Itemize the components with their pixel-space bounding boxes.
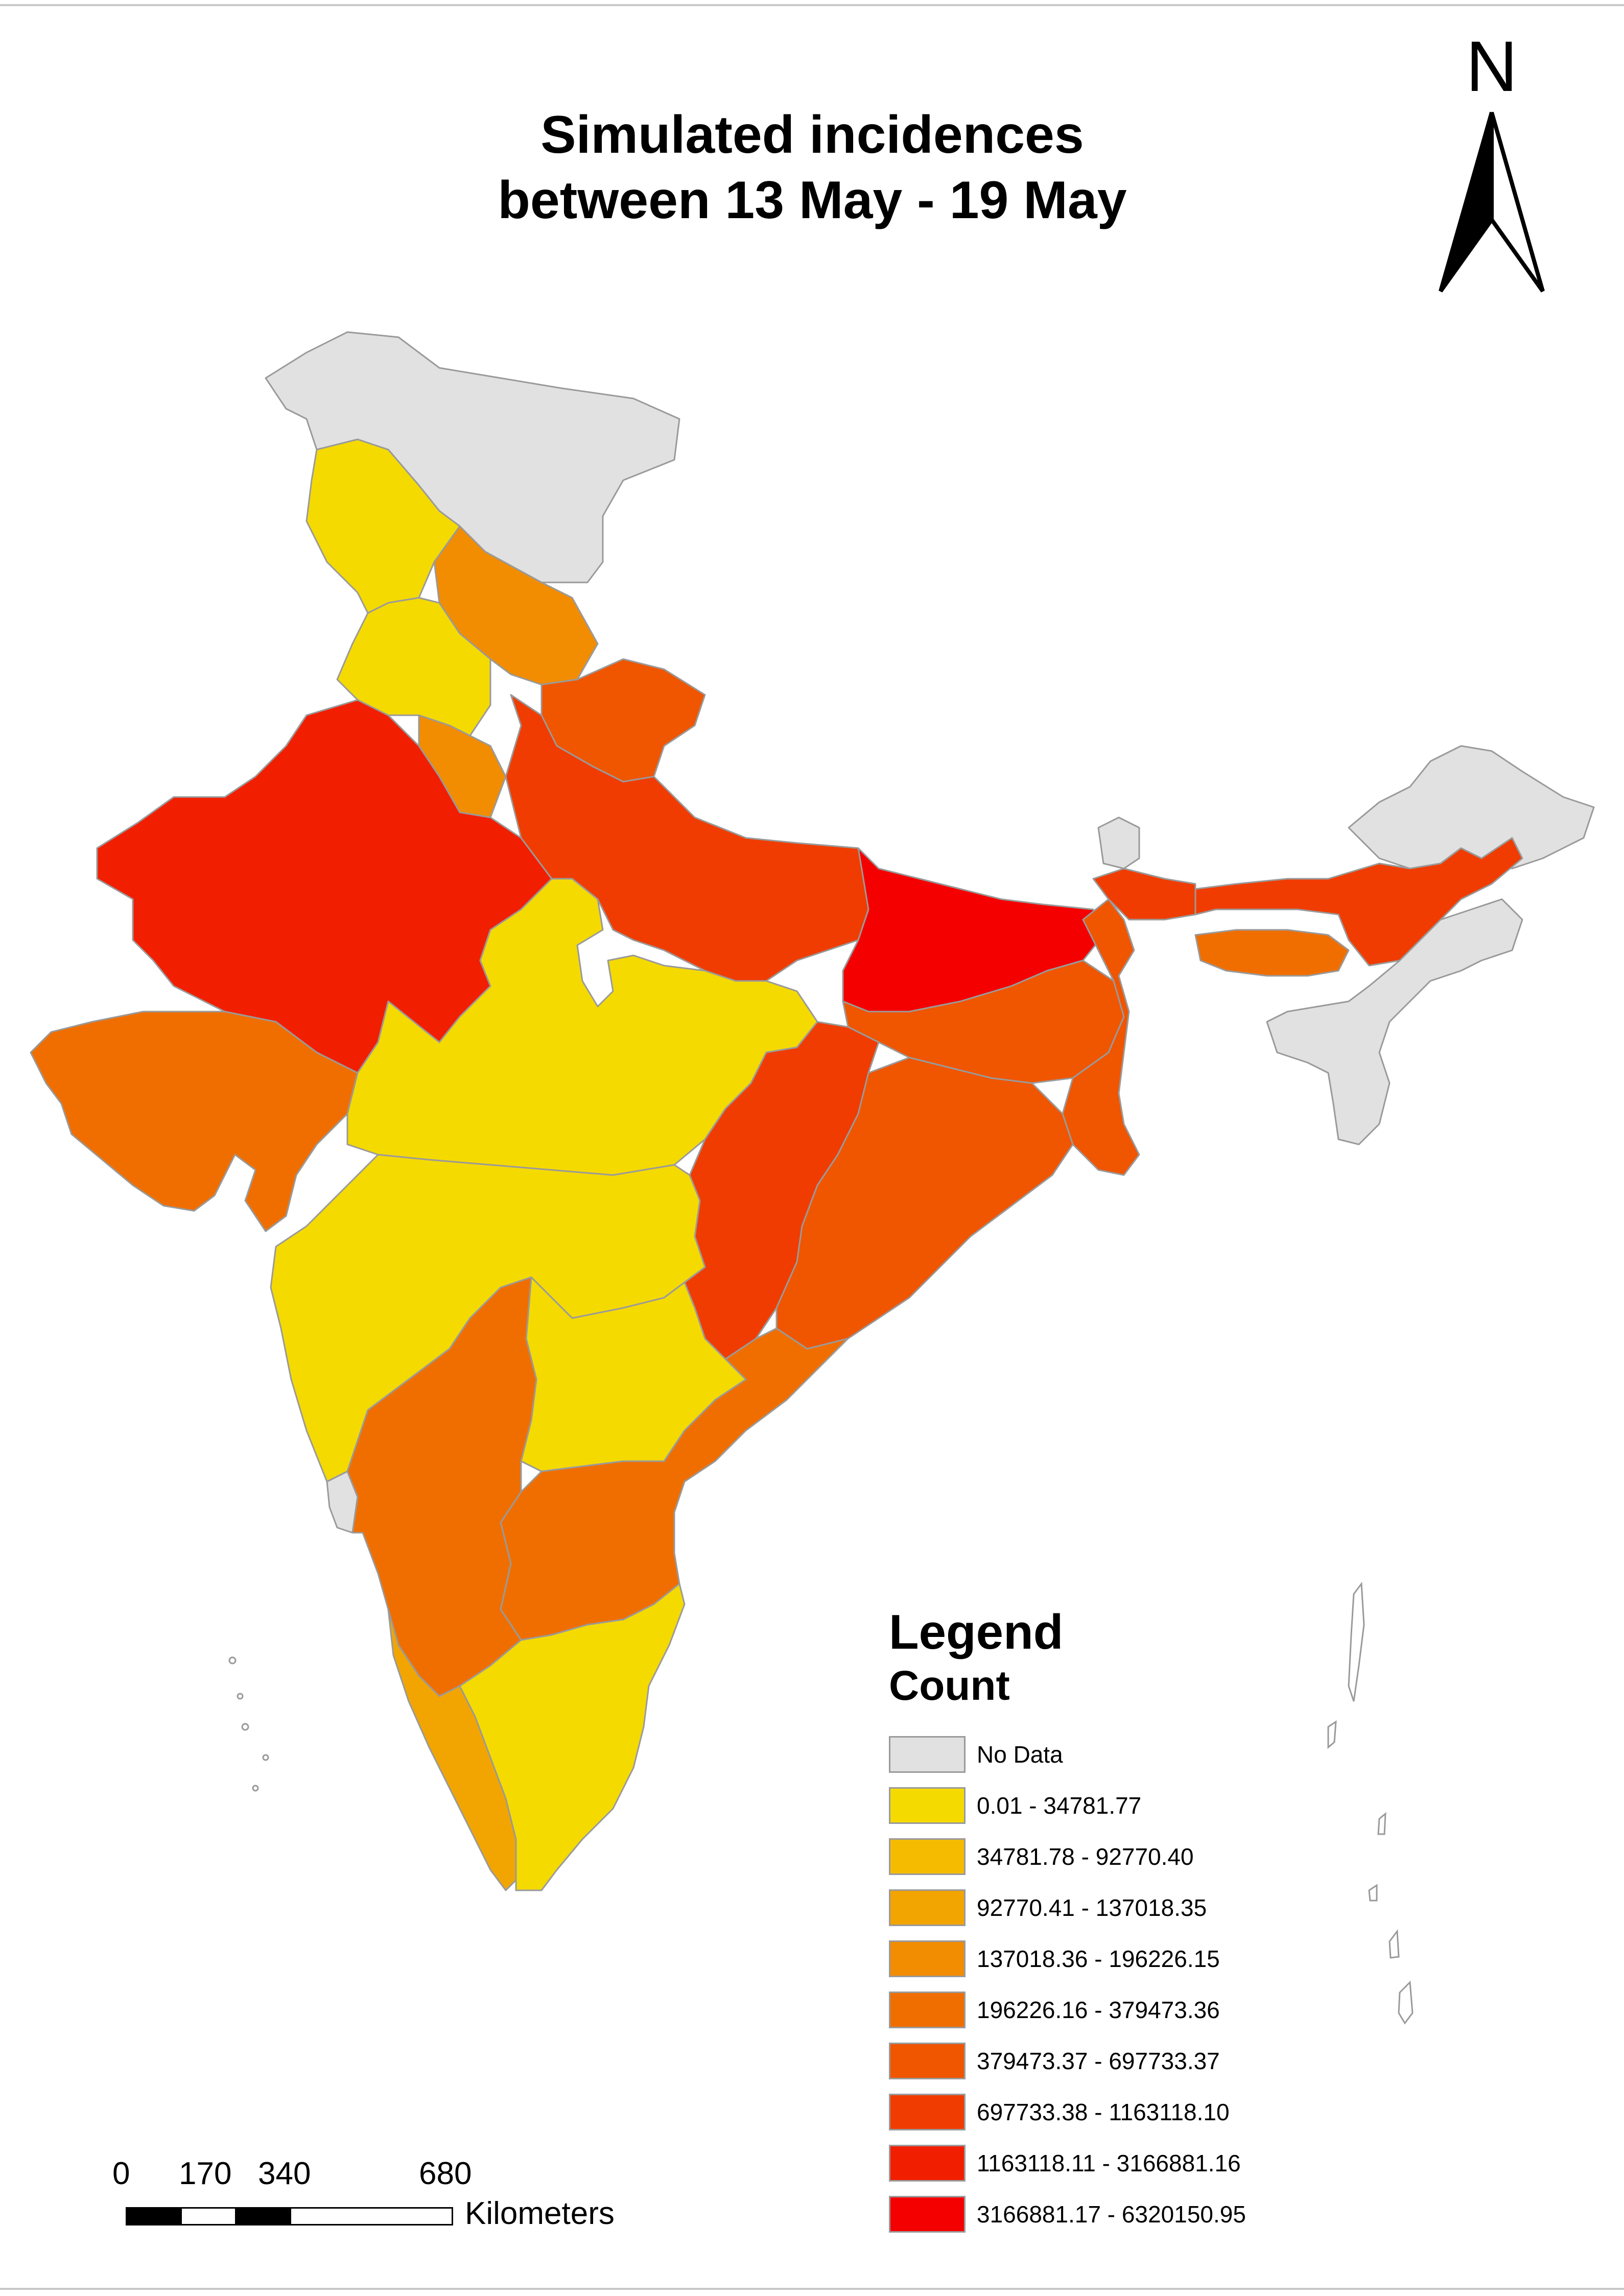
legend-label: 3166881.17 - 6320150.95 xyxy=(977,2201,1246,2228)
legend-label: 137018.36 - 196226.15 xyxy=(977,1946,1220,1972)
legend-item: No Data xyxy=(884,1727,1344,1778)
top-border xyxy=(0,4,1624,6)
legend-label: 1163118.11 - 3166881.16 xyxy=(977,2150,1241,2176)
legend-item: 3166881.17 - 6320150.95 xyxy=(884,2187,1344,2238)
scale-tick-170: 170 xyxy=(179,2156,232,2191)
bottom-border xyxy=(0,2288,1624,2290)
scale-tick-680: 680 xyxy=(419,2156,472,2191)
legend-item: 34781.78 - 92770.40 xyxy=(884,1829,1344,1880)
scale-segment-4 xyxy=(290,2207,453,2225)
legend-item: 379473.37 - 697733.37 xyxy=(884,2033,1344,2084)
region-tamil-nadu xyxy=(459,1583,686,1891)
legend-item: 697733.38 - 1163118.10 xyxy=(884,2084,1344,2136)
legend-swatch xyxy=(889,1992,966,2028)
legend-swatch xyxy=(889,1736,966,1773)
islands-andaman-nicobar xyxy=(1327,1581,1414,2025)
region-gujarat xyxy=(30,1011,359,1232)
islands-lakshadweep xyxy=(228,1656,269,1792)
region-odisha xyxy=(775,1057,1074,1350)
north-arrow: N xyxy=(1425,31,1558,307)
region-northeast-nodata xyxy=(1266,898,1523,1145)
scale-bar: 0 170 340 680 Kilometers xyxy=(112,2156,674,2238)
legend-label: 34781.78 - 92770.40 xyxy=(977,1843,1194,1870)
region-assam xyxy=(1194,837,1523,967)
scale-segment-2 xyxy=(180,2207,237,2225)
region-karnataka xyxy=(346,1276,537,1697)
legend-label: 92770.41 - 137018.35 xyxy=(977,1894,1207,1921)
map-title-line2: between 13 May - 19 May xyxy=(498,171,1127,230)
legend-swatch xyxy=(889,2145,966,2182)
legend: Legend Count No Data 0.01 - 34781.77 34781… xyxy=(884,1604,1344,2238)
legend-swatch xyxy=(889,1838,966,1875)
legend-swatch xyxy=(889,1889,966,1926)
north-label: N xyxy=(1466,26,1518,106)
legend-label: 379473.37 - 697733.37 xyxy=(977,2048,1220,2074)
legend-subtitle: Count xyxy=(889,1662,1010,1709)
legend-label: 196226.16 - 379473.36 xyxy=(977,1997,1220,2023)
legend-label: 697733.38 - 1163118.10 xyxy=(977,2099,1230,2125)
legend-swatch xyxy=(889,1940,966,1977)
region-west-bengal xyxy=(1062,898,1140,1176)
legend-swatch xyxy=(889,2094,966,2130)
region-meghalaya xyxy=(1194,929,1350,977)
north-arrow-icon xyxy=(1439,111,1545,293)
map-title: Simulated incidences between 13 May - 19… xyxy=(358,102,1267,233)
legend-item: 137018.36 - 196226.15 xyxy=(884,1931,1344,1982)
legend-items: No Data 0.01 - 34781.77 34781.78 - 92770.4… xyxy=(884,1727,1344,2238)
legend-label: No Data xyxy=(977,1741,1063,1768)
scale-segment-3 xyxy=(235,2207,291,2225)
legend-item: 92770.41 - 137018.35 xyxy=(884,1880,1344,1931)
legend-swatch xyxy=(889,2196,966,2233)
legend-title: Legend xyxy=(889,1605,1064,1659)
legend-item: 1163118.11 - 3166881.16 xyxy=(884,2136,1344,2187)
scale-segment-1 xyxy=(126,2207,182,2225)
scale-units: Kilometers xyxy=(465,2196,615,2231)
legend-swatch xyxy=(889,2043,966,2079)
legend-item: 0.01 - 34781.77 xyxy=(884,1778,1344,1829)
map-title-line1: Simulated incidences xyxy=(540,105,1084,165)
region-sikkim xyxy=(1097,816,1140,870)
legend-item: 196226.16 - 379473.36 xyxy=(884,1982,1344,2033)
scale-tick-340: 340 xyxy=(258,2156,311,2191)
region-arunachal xyxy=(1348,745,1595,870)
legend-label: 0.01 - 34781.77 xyxy=(977,1792,1142,1819)
legend-swatch xyxy=(889,1787,966,1824)
scale-tick-0: 0 xyxy=(112,2156,130,2191)
